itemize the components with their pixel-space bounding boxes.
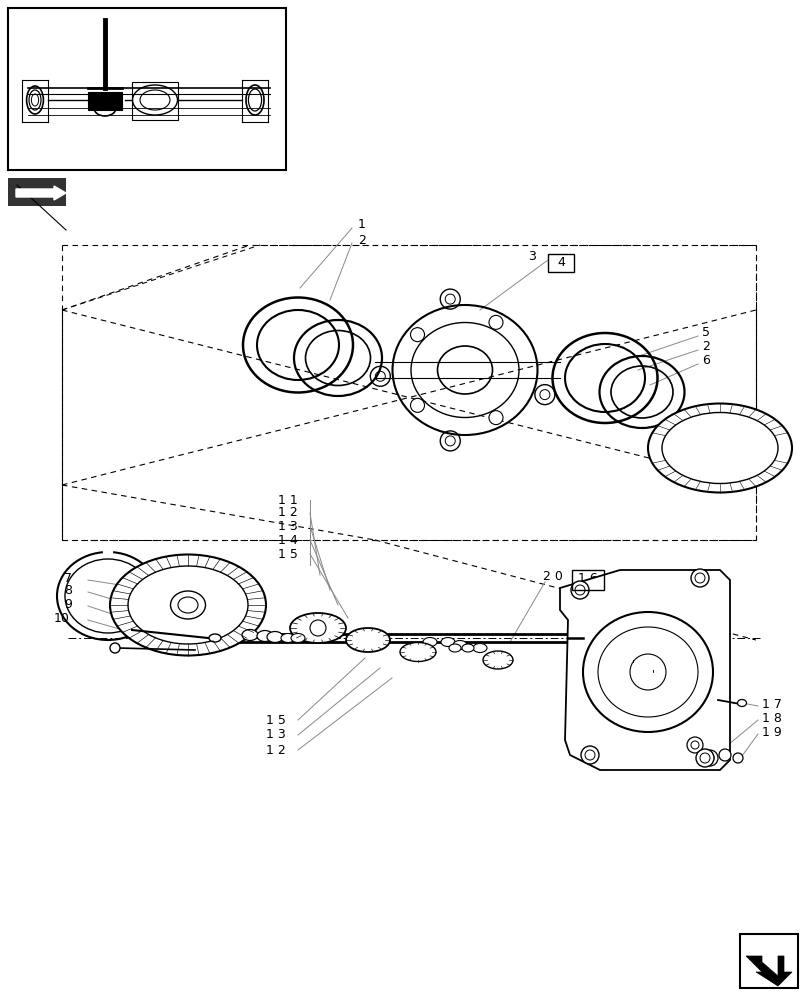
Circle shape <box>570 581 588 599</box>
Ellipse shape <box>483 651 513 669</box>
Ellipse shape <box>242 630 258 640</box>
Ellipse shape <box>400 642 436 662</box>
Circle shape <box>410 398 424 412</box>
Text: ': ' <box>650 669 654 679</box>
Text: ': ' <box>631 659 633 669</box>
Bar <box>547 254 573 272</box>
Text: 8: 8 <box>64 584 72 596</box>
Circle shape <box>488 315 502 329</box>
Ellipse shape <box>461 644 474 652</box>
Bar <box>571 570 603 590</box>
Circle shape <box>488 411 502 425</box>
Text: 7: 7 <box>64 572 72 584</box>
Text: 2: 2 <box>702 340 709 354</box>
Ellipse shape <box>647 403 791 492</box>
Text: 2 0: 2 0 <box>543 570 562 582</box>
Bar <box>132 82 178 120</box>
Ellipse shape <box>582 612 712 732</box>
Bar <box>8 178 66 206</box>
Ellipse shape <box>473 644 487 652</box>
Ellipse shape <box>448 644 461 652</box>
Circle shape <box>702 750 717 766</box>
Circle shape <box>718 749 730 761</box>
Bar <box>739 934 797 988</box>
Ellipse shape <box>290 634 305 642</box>
Text: 1 2: 1 2 <box>266 743 285 756</box>
Text: 9: 9 <box>64 597 72 610</box>
Circle shape <box>410 328 424 342</box>
Text: 1 2: 1 2 <box>278 506 298 520</box>
Text: 2: 2 <box>358 233 366 246</box>
Circle shape <box>109 643 120 653</box>
Text: 1 4: 1 4 <box>278 534 298 546</box>
Circle shape <box>732 753 742 763</box>
Text: 1 6: 1 6 <box>577 572 597 584</box>
Ellipse shape <box>267 632 283 642</box>
Text: 1 3: 1 3 <box>266 728 285 741</box>
Text: 1 5: 1 5 <box>266 713 285 726</box>
Text: 1 7: 1 7 <box>761 698 781 710</box>
Text: 4: 4 <box>556 255 564 268</box>
Ellipse shape <box>290 613 345 643</box>
Ellipse shape <box>281 634 294 642</box>
Ellipse shape <box>736 700 745 706</box>
FancyArrow shape <box>16 186 66 200</box>
Text: 5: 5 <box>702 326 709 340</box>
Circle shape <box>690 569 708 587</box>
Ellipse shape <box>208 634 221 642</box>
Text: 1 3: 1 3 <box>278 520 298 532</box>
Circle shape <box>686 737 702 753</box>
Text: 1 1: 1 1 <box>278 493 298 506</box>
Circle shape <box>581 746 599 764</box>
Ellipse shape <box>440 638 454 646</box>
Text: 3: 3 <box>527 250 535 263</box>
Polygon shape <box>560 570 729 770</box>
Ellipse shape <box>109 554 266 656</box>
Text: 1 8: 1 8 <box>761 711 781 724</box>
Polygon shape <box>745 956 791 986</box>
Text: 10: 10 <box>54 611 70 624</box>
Text: 1 5: 1 5 <box>278 548 298 560</box>
Ellipse shape <box>423 638 436 646</box>
Bar <box>88 92 122 110</box>
Bar <box>8 8 285 170</box>
Ellipse shape <box>257 630 272 642</box>
Circle shape <box>695 749 713 767</box>
Ellipse shape <box>345 628 389 652</box>
Text: 1: 1 <box>358 218 366 231</box>
Text: 6: 6 <box>702 355 709 367</box>
Text: 1 9: 1 9 <box>761 725 781 738</box>
Ellipse shape <box>453 640 466 650</box>
